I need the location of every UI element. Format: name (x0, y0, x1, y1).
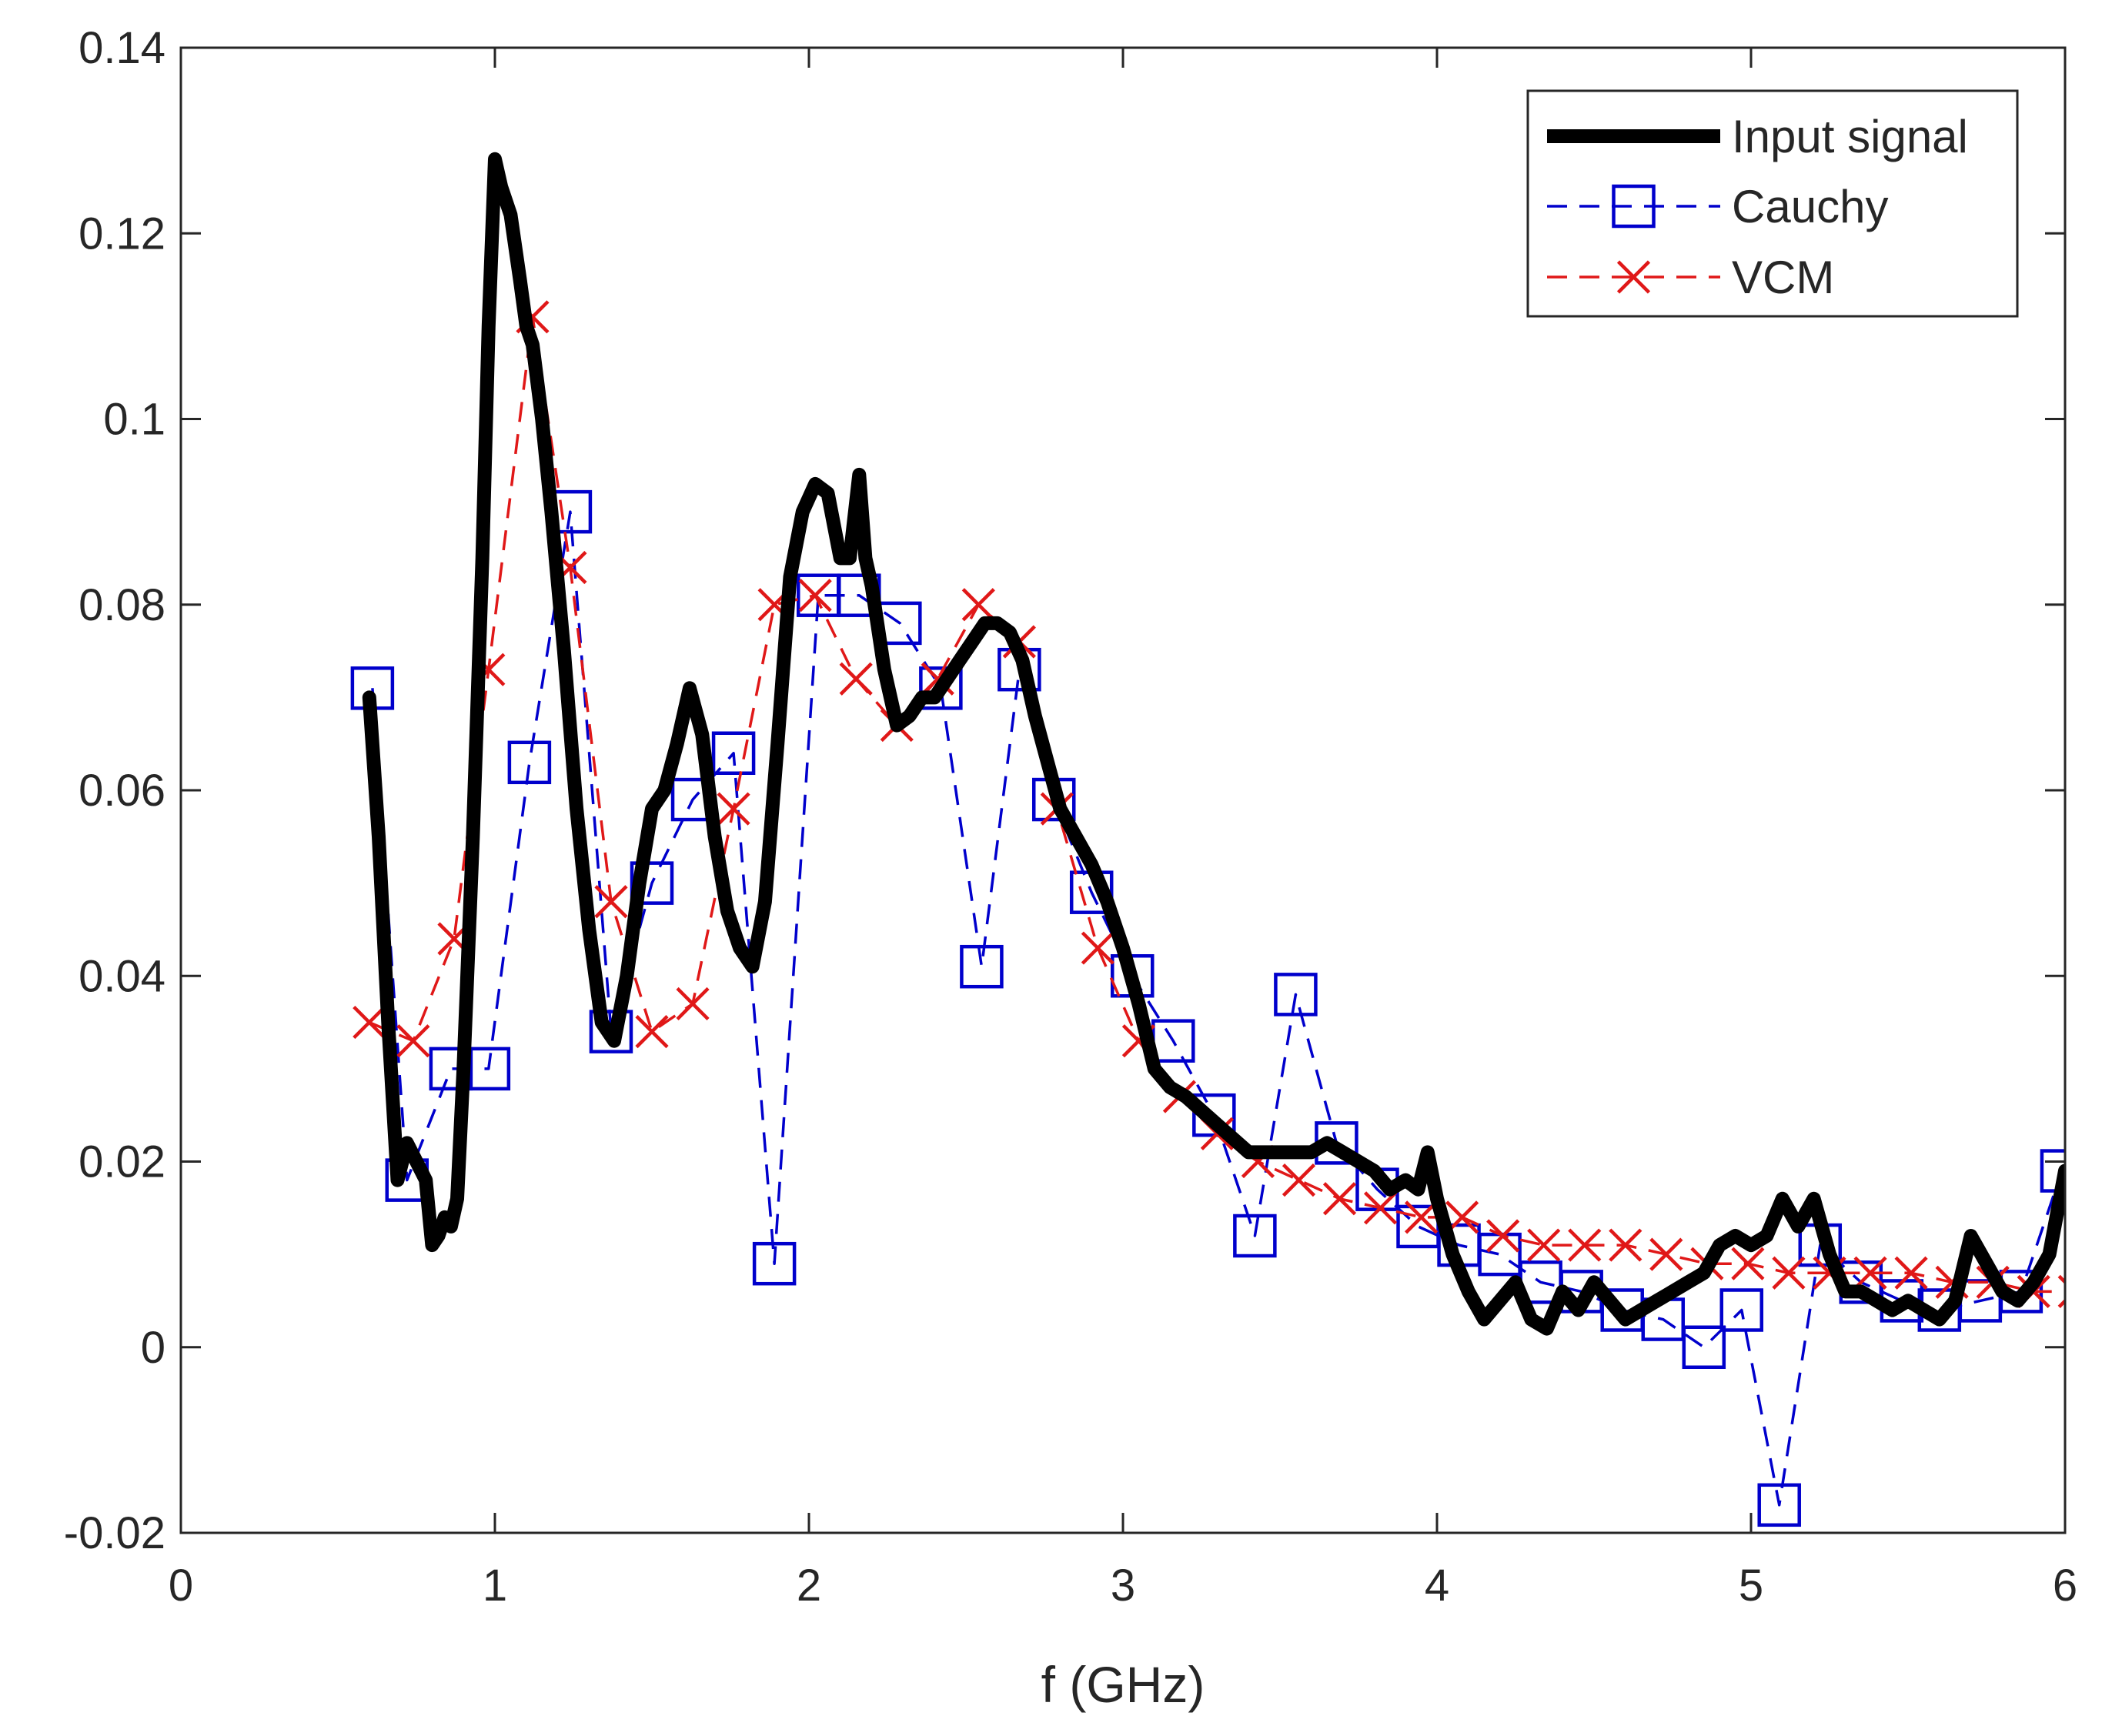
plot-frame (179, 46, 2067, 1534)
data-point-vcm (1322, 1182, 1357, 1216)
data-point-vcm (1363, 1191, 1398, 1225)
y-tick-label: 0.14 (79, 23, 165, 73)
data-point-vcm (1527, 1228, 1561, 1262)
data-point-cauchy (1233, 1214, 1277, 1258)
y-tick-label: 0.12 (79, 209, 165, 259)
y-tick-label: 0.08 (79, 580, 165, 630)
y-tick-label: 0.04 (79, 951, 165, 1001)
legend-marker (1616, 260, 1651, 294)
x-tick-label: 0 (169, 1561, 193, 1611)
data-point-cauchy (960, 944, 1004, 989)
data-point-cauchy (711, 731, 756, 775)
legend-marker (1612, 184, 1656, 229)
data-layer (350, 152, 2065, 1527)
data-point-vcm (635, 1015, 669, 1049)
data-point-cauchy (589, 1010, 633, 1053)
data-point-cauchy (919, 666, 963, 710)
series-line-input-signal (362, 152, 2065, 1336)
legend-item-input-signal: Input signal (1547, 111, 1968, 162)
data-point-vcm (396, 1024, 430, 1058)
x-axis-label: f (GHz) (1041, 1656, 1205, 1713)
data-point-vcm (1486, 1219, 1520, 1253)
data-point-vcm (1853, 1256, 1887, 1290)
data-point-vcm (717, 792, 750, 826)
y-tick-label: 0.02 (79, 1137, 165, 1187)
data-point-vcm (1731, 1247, 1765, 1280)
legend-box (1526, 89, 2019, 318)
data-point-cauchy (1757, 1483, 1801, 1527)
data-point-cauchy (429, 1047, 473, 1091)
data-point-cauchy (507, 740, 552, 785)
legend-label: Input signal (1732, 111, 1968, 162)
data-point-vcm (1609, 1228, 1642, 1262)
data-point-vcm (1568, 1228, 1602, 1262)
data-point-cauchy (752, 1241, 797, 1286)
legend-label: Cauchy (1732, 181, 1888, 232)
y-tick-label: 0 (141, 1323, 165, 1373)
x-tick-label: 6 (2053, 1561, 2077, 1611)
data-point-vcm (1894, 1256, 1928, 1290)
data-point-vcm (1772, 1256, 1806, 1290)
data-point-cauchy (1719, 1288, 1764, 1332)
data-point-vcm (353, 1005, 386, 1040)
data-point-vcm (676, 987, 710, 1021)
x-tick-label: 4 (1425, 1561, 1449, 1611)
data-point-vcm (594, 885, 628, 919)
legend-item-cauchy: Cauchy (1547, 181, 1888, 232)
data-point-vcm (1649, 1237, 1683, 1271)
series-input-signal (362, 152, 2065, 1336)
legend: Input signal Cauchy VCM (1526, 89, 2019, 318)
data-point-vcm (1081, 931, 1114, 965)
x-tick-label: 2 (797, 1561, 821, 1611)
legend-label: VCM (1732, 252, 1834, 303)
data-point-vcm (961, 588, 995, 622)
data-point-vcm (839, 662, 873, 696)
legend-item-vcm: VCM (1547, 252, 1834, 303)
data-point-vcm (1282, 1163, 1316, 1197)
x-tick-label: 1 (483, 1561, 507, 1611)
data-point-cauchy (1682, 1325, 1726, 1369)
x-tick-label: 5 (1739, 1561, 1763, 1611)
y-tick-label: -0.02 (64, 1508, 165, 1558)
data-point-vcm (798, 579, 832, 613)
y-tick-label: 0.1 (103, 395, 165, 445)
y-tick-label: 0.06 (79, 766, 165, 816)
x-tick-label: 3 (1111, 1561, 1135, 1611)
data-point-cauchy (630, 861, 674, 905)
data-point-cauchy (1274, 973, 1318, 1017)
data-point-vcm (1405, 1200, 1439, 1234)
